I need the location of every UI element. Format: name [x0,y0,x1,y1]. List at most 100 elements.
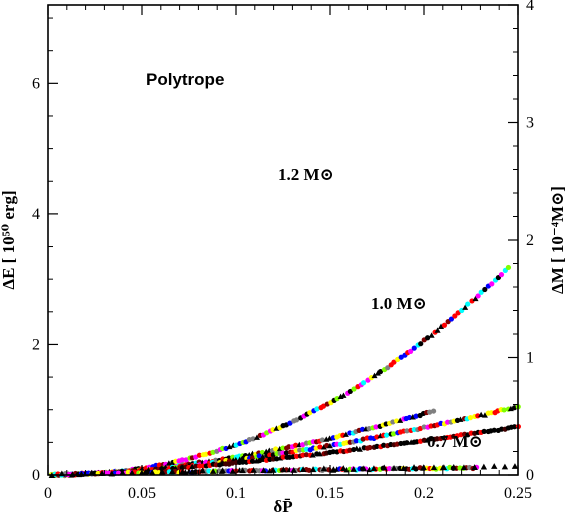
data-point [319,437,325,443]
x-tick-label: 0.05 [128,485,156,502]
data-point-triangle [434,327,441,333]
data-point [183,457,189,463]
data-point-triangle [381,464,388,471]
data-point [467,415,474,421]
data-point-triangle [462,304,469,310]
data-point-triangle [326,435,333,441]
y-right-tick-label: 4 [526,0,534,14]
data-point [377,369,384,375]
data-point [314,406,320,412]
data-point-triangle [428,332,435,338]
data-point-triangle [340,392,347,398]
data-point-triangle [119,469,126,476]
data-point-triangle [330,466,337,472]
data-point [203,451,209,457]
x-tick-label: 0.2 [414,485,434,502]
data-point-triangle [273,425,280,431]
data-point [488,410,494,416]
data-point [381,442,387,448]
data-point [230,454,236,460]
data-point-triangle [280,466,287,473]
data-point [505,264,512,271]
axis-ticks [47,4,519,476]
data-point [283,450,289,456]
chart-title: Polytrope [146,70,224,89]
data-point [478,289,484,295]
data-point [469,298,475,304]
data-point-triangle [316,451,323,457]
x-tick-label: 0.25 [504,485,532,502]
data-point [125,469,131,475]
y-left-tick-label: 6 [32,75,40,92]
data-point [465,301,471,307]
data-point [249,458,256,464]
data-point-triangle [507,405,514,412]
data-point-triangle [340,465,347,471]
y-left-tick-label: 0 [32,467,40,484]
data-point [404,428,410,434]
y-left-tick-label: 2 [32,336,40,353]
data-point-triangle [424,437,431,443]
data-point [273,446,279,452]
data-point-triangle [168,468,176,475]
data-point [374,443,380,449]
data-point [413,413,419,419]
y-axis-right-title: ΔM [ 10⁻⁴M⊙] [548,186,567,294]
data-point [270,427,276,433]
data-point-triangle [199,467,206,474]
data-point-triangle [390,465,398,471]
data-point [347,388,353,395]
data-point-triangle [229,468,237,474]
annotation-mass-1-2: 1.2 M⊙ [278,165,334,184]
data-point [334,396,340,402]
data-point [498,272,505,278]
data-point [250,436,256,442]
annotation-mass-0-7: 0.7 M⊙ [427,432,483,451]
data-point [475,293,481,299]
data-point-triangle [511,463,519,469]
data-point-triangle [253,434,260,440]
annotation-mass-1-0: 1.0 M⊙ [371,294,427,313]
data-point [360,436,366,442]
data-point-triangle [326,442,333,449]
data-point-triangle [438,323,445,329]
data-point-triangle [374,370,381,376]
data-point [297,447,303,453]
data-point [501,407,507,413]
data-point [307,410,313,416]
data-point-triangle [478,411,485,418]
x-tick-label: 0.15 [316,485,344,502]
data-point-triangle [410,464,418,470]
data-point-triangle [371,372,378,379]
data-point [293,453,300,459]
y-right-tick-label: 1 [526,350,534,367]
data-point-triangle [320,444,327,450]
data-point-triangle [457,416,464,422]
data-point [317,444,323,450]
data-point-triangle [239,467,246,474]
data-point-triangle [209,468,217,474]
data-point [330,449,336,455]
data-point [452,313,458,319]
data-point [347,447,353,453]
data-point-triangle [397,417,404,423]
data-point-triangle [440,464,448,471]
data-point [418,341,424,347]
data-point [196,452,203,458]
data-point-triangle [480,463,488,470]
data-point [425,335,431,341]
data-point [287,420,293,426]
y-right-tick-label: 3 [526,115,534,132]
data-point [491,427,497,433]
x-tick-label: 0 [44,485,52,502]
data-point-triangle [342,431,349,437]
data-point [353,438,360,444]
data-point-triangle [179,468,186,475]
data-point [145,469,151,475]
data-point [448,316,455,322]
data-point [286,444,292,450]
data-point [293,417,300,423]
